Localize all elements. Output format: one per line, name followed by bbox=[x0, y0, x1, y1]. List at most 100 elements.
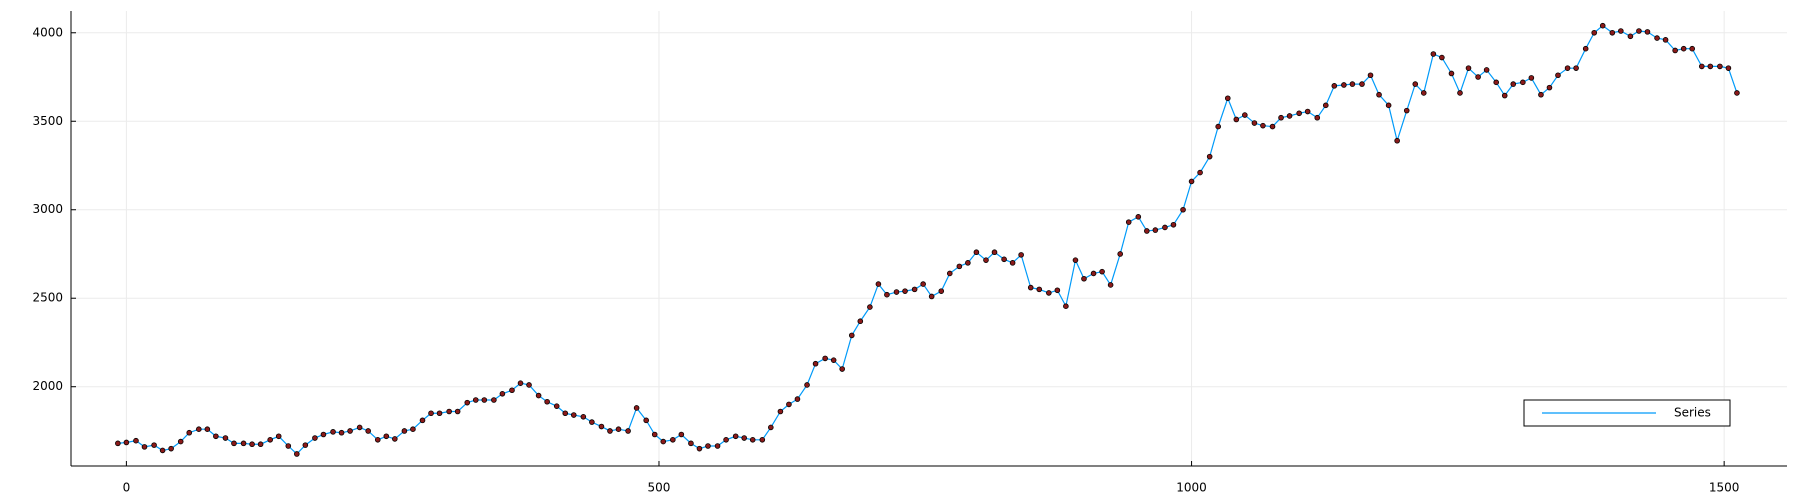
data-point bbox=[1224, 95, 1231, 102]
data-point bbox=[794, 396, 801, 402]
data-point bbox=[330, 429, 336, 435]
data-point bbox=[365, 428, 371, 434]
data-point bbox=[1107, 282, 1114, 288]
data-point bbox=[973, 249, 980, 256]
data-point bbox=[1046, 290, 1052, 296]
data-point bbox=[1144, 228, 1150, 234]
data-point bbox=[1385, 102, 1392, 109]
data-point bbox=[893, 289, 900, 295]
data-point bbox=[302, 442, 309, 448]
data-point bbox=[464, 399, 471, 406]
data-point bbox=[428, 410, 434, 417]
data-point bbox=[741, 435, 747, 441]
data-point bbox=[123, 439, 130, 446]
data-point bbox=[723, 437, 729, 443]
data-point bbox=[839, 366, 845, 372]
x-tick-label: 1500 bbox=[1709, 481, 1740, 495]
data-point bbox=[168, 445, 174, 452]
data-point bbox=[401, 428, 408, 434]
data-point bbox=[454, 408, 461, 415]
x-tick-label: 0 bbox=[123, 481, 131, 495]
data-point bbox=[1457, 90, 1463, 96]
series-line bbox=[117, 24, 1738, 455]
y-tick-label: 3000 bbox=[32, 202, 63, 216]
data-point bbox=[1528, 75, 1535, 81]
data-point bbox=[759, 437, 766, 443]
data-point bbox=[1018, 252, 1024, 258]
data-point bbox=[1618, 28, 1624, 34]
data-point bbox=[1036, 286, 1043, 293]
data-point bbox=[705, 443, 711, 449]
data-point bbox=[1314, 114, 1321, 121]
data-point bbox=[928, 293, 935, 300]
data-point bbox=[786, 401, 792, 408]
data-point bbox=[419, 417, 426, 424]
data-point bbox=[1125, 219, 1132, 225]
data-point bbox=[186, 429, 193, 436]
data-point bbox=[589, 419, 595, 425]
data-point bbox=[553, 403, 560, 409]
data-point bbox=[938, 288, 945, 294]
data-point bbox=[1296, 110, 1302, 117]
data-point bbox=[267, 437, 273, 443]
data-point bbox=[436, 410, 443, 417]
data-point bbox=[946, 270, 953, 277]
data-point bbox=[535, 392, 542, 399]
legend-label: Series bbox=[1674, 406, 1711, 420]
data-point bbox=[1636, 28, 1642, 34]
data-point bbox=[356, 424, 363, 431]
data-point bbox=[1465, 65, 1472, 71]
data-point bbox=[615, 426, 622, 432]
data-point bbox=[804, 382, 810, 388]
data-point bbox=[1403, 107, 1410, 114]
data-point bbox=[1430, 51, 1437, 57]
data-point bbox=[320, 431, 327, 438]
data-point bbox=[1591, 29, 1598, 36]
data-point bbox=[1501, 92, 1508, 99]
data-point bbox=[1420, 90, 1427, 96]
data-point bbox=[822, 355, 828, 362]
data-point bbox=[830, 357, 837, 363]
data-point bbox=[768, 424, 774, 431]
data-point bbox=[1251, 120, 1258, 126]
data-point bbox=[857, 318, 864, 325]
data-point bbox=[1206, 153, 1213, 160]
data-point bbox=[285, 443, 292, 449]
data-point bbox=[509, 387, 515, 394]
data-point bbox=[312, 435, 318, 441]
data-point bbox=[159, 447, 166, 454]
data-point bbox=[1081, 275, 1087, 282]
data-point bbox=[1680, 45, 1687, 52]
data-point bbox=[875, 281, 882, 287]
data-point bbox=[1689, 45, 1695, 52]
data-point bbox=[1001, 256, 1007, 263]
data-point bbox=[177, 438, 184, 445]
data-point bbox=[1546, 84, 1553, 91]
data-point bbox=[1152, 227, 1159, 233]
data-point bbox=[1582, 45, 1589, 52]
data-point bbox=[1654, 35, 1660, 41]
data-point bbox=[517, 380, 524, 386]
data-point bbox=[1269, 123, 1276, 130]
data-point bbox=[240, 440, 247, 447]
data-point bbox=[196, 426, 202, 432]
data-point bbox=[1394, 137, 1400, 144]
data-point bbox=[1135, 214, 1142, 220]
data-point bbox=[1475, 74, 1481, 80]
data-point bbox=[1009, 260, 1016, 266]
data-point bbox=[1599, 22, 1606, 29]
data-point bbox=[812, 360, 819, 367]
data-point bbox=[580, 414, 587, 420]
data-point bbox=[1538, 91, 1544, 98]
data-point bbox=[1063, 303, 1069, 309]
data-point bbox=[1483, 67, 1490, 73]
data-point bbox=[678, 431, 685, 438]
data-point bbox=[1510, 81, 1517, 87]
data-point bbox=[1672, 47, 1678, 54]
data-point bbox=[688, 440, 694, 447]
data-point bbox=[392, 436, 398, 442]
data-point bbox=[249, 441, 255, 448]
data-point bbox=[714, 443, 721, 449]
data-point bbox=[1117, 251, 1123, 257]
